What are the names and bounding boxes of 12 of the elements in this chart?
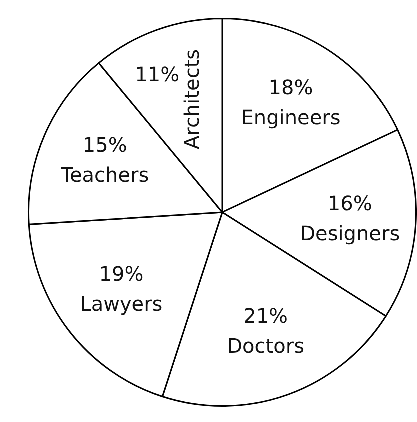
data-label: 15%	[82, 132, 128, 157]
data-label: 11%	[135, 62, 180, 86]
slice-label: Teachers	[60, 162, 150, 187]
slice-label: Doctors	[227, 334, 304, 358]
data-label: 18%	[268, 76, 314, 100]
slice-label: Designers	[300, 222, 400, 246]
data-label: 19%	[99, 262, 144, 286]
data-label: 16%	[328, 192, 372, 216]
data-label: 21%	[244, 304, 288, 328]
slice-label: Engineers	[241, 106, 341, 130]
slice-label: Lawyers	[80, 292, 163, 316]
slice-label: Architects	[180, 49, 204, 150]
